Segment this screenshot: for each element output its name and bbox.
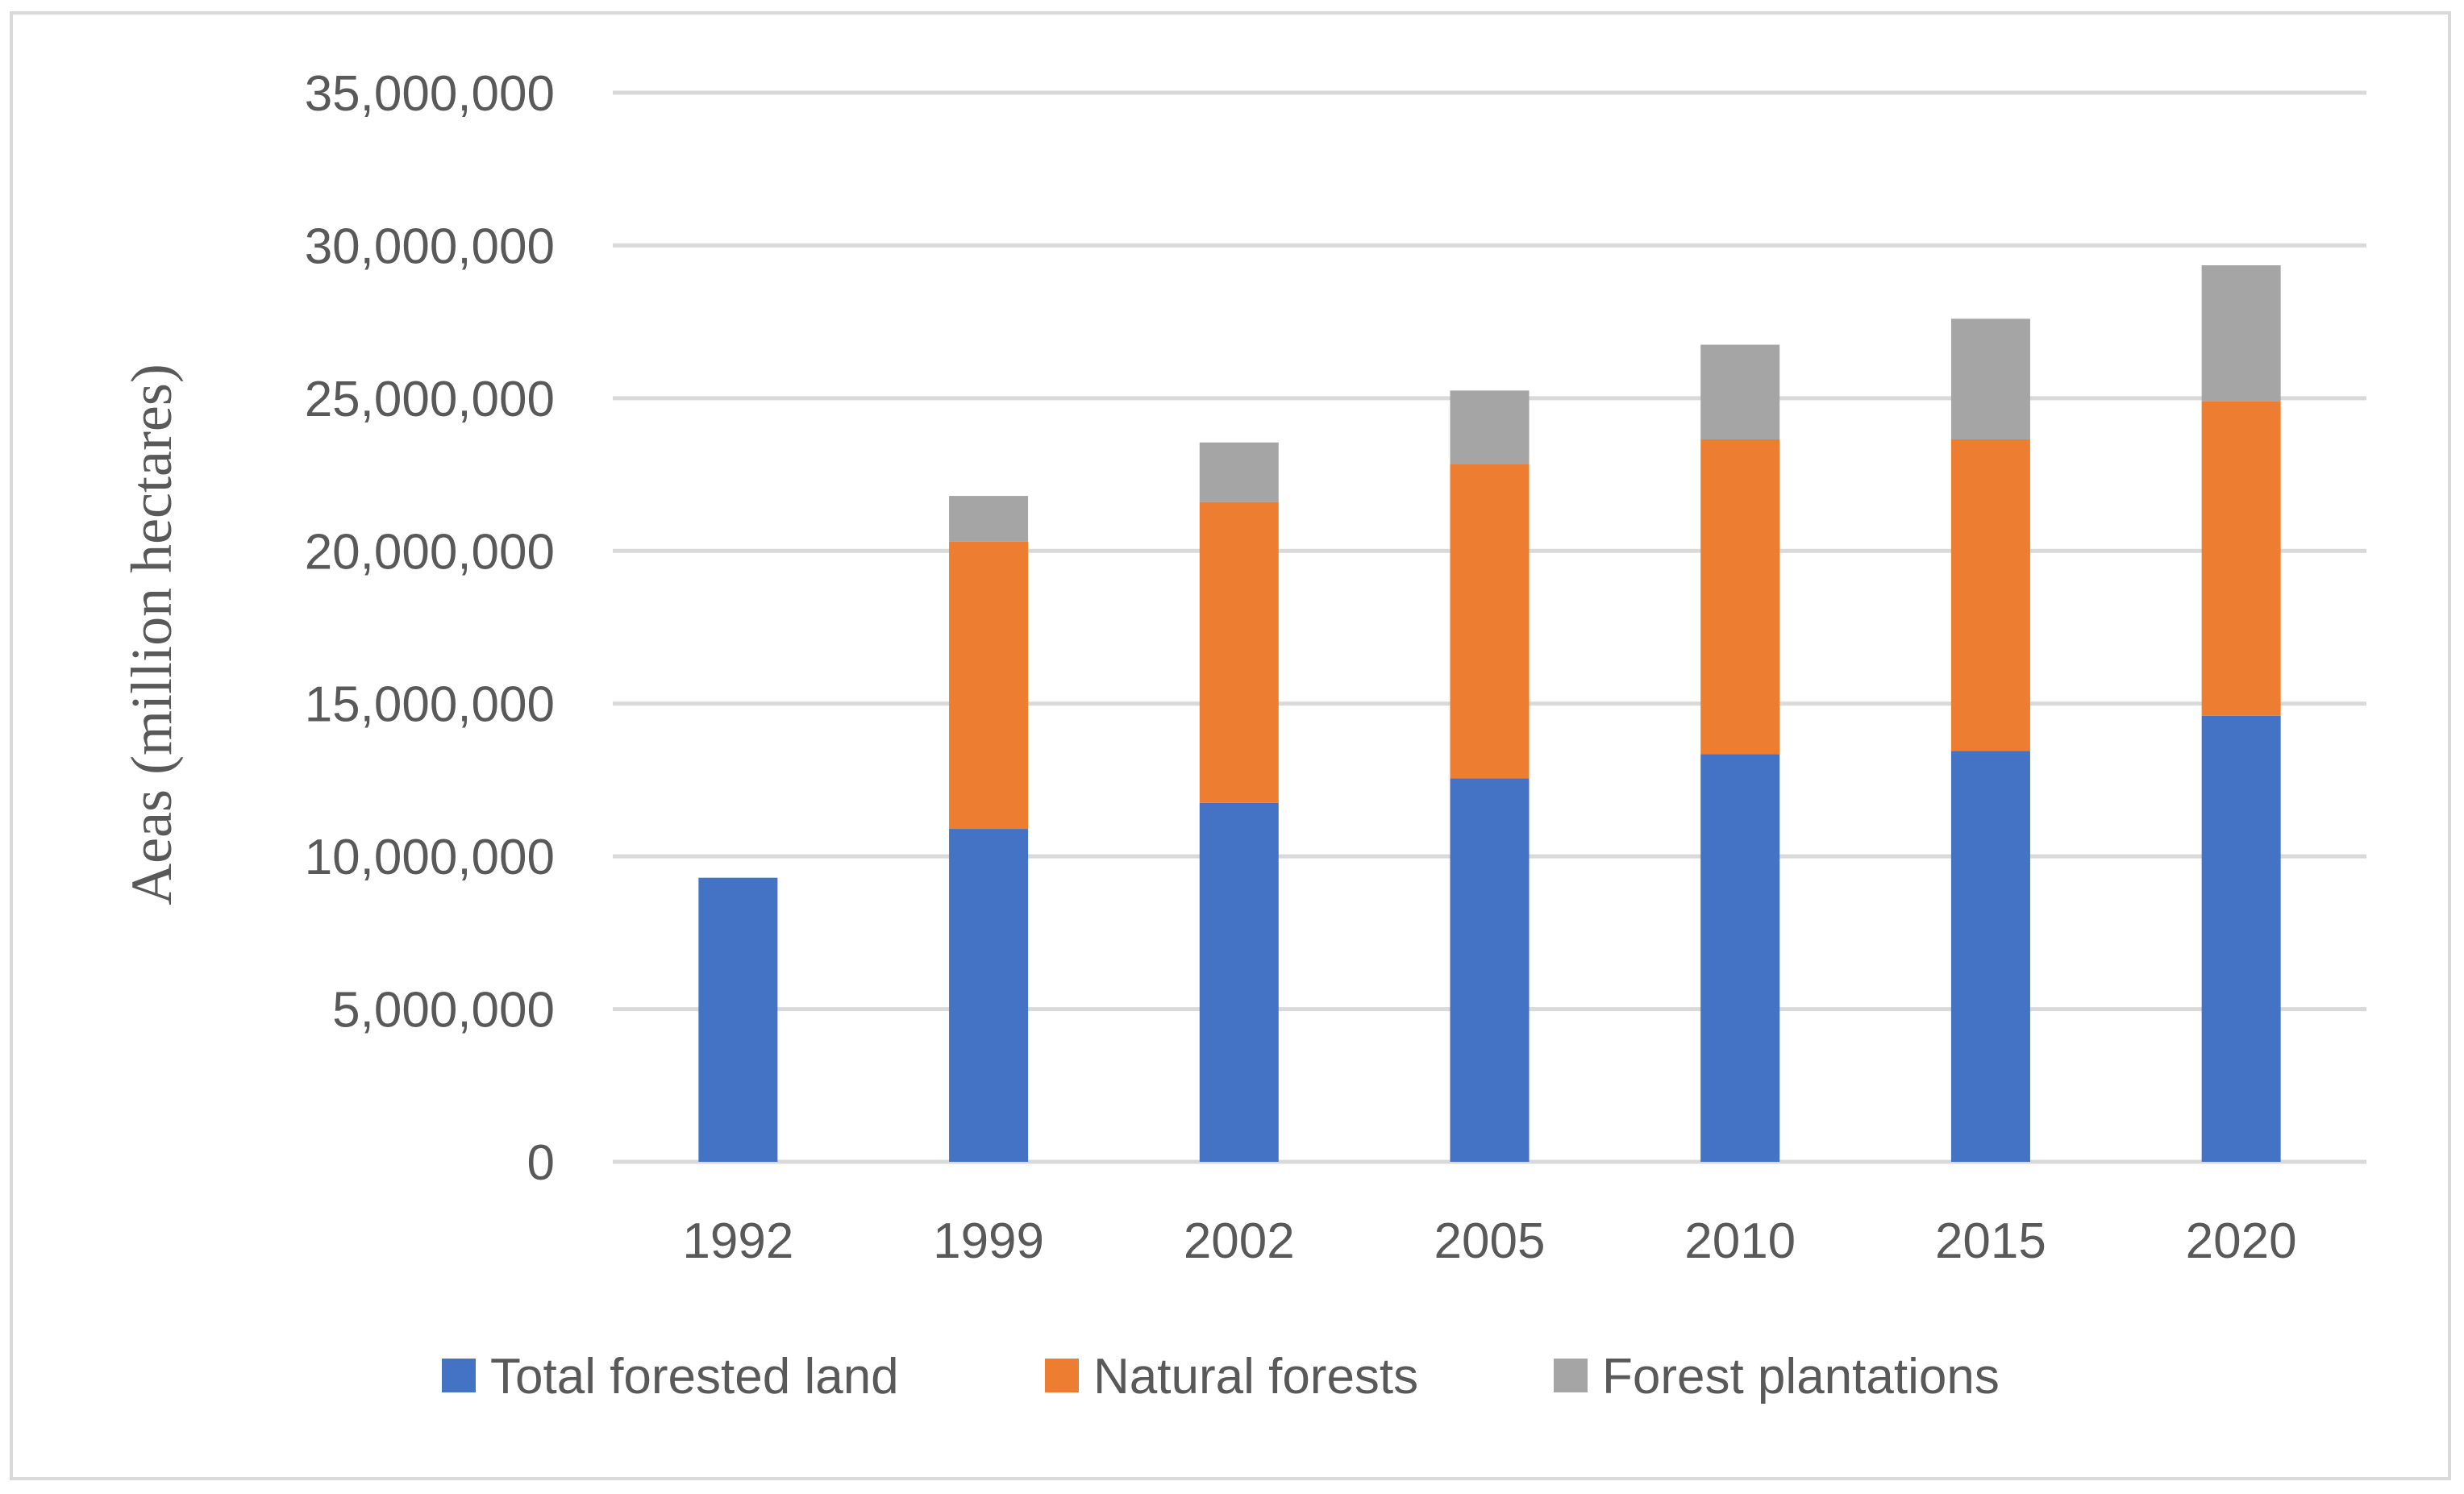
x-tick-label: 2002 (1184, 1213, 1295, 1269)
x-tick-label: 1992 (682, 1213, 793, 1269)
bar-segment (1700, 344, 1780, 440)
bar-segment (949, 541, 1029, 830)
x-tick-label: 2005 (1434, 1213, 1546, 1269)
bar-segment (1450, 464, 1530, 779)
x-tick-label: 1999 (933, 1213, 1044, 1269)
y-tick-label: 0 (527, 1135, 555, 1191)
bar-segment (949, 829, 1029, 1162)
y-tick-label: 5,000,000 (332, 983, 555, 1038)
bar-segment (1950, 318, 2030, 440)
bar-segment (1199, 501, 1279, 803)
bar-segment (1450, 390, 1530, 464)
bars (698, 265, 2281, 1162)
bar-segment (1700, 754, 1780, 1162)
x-axis-ticks: 1992 1999 2002 2005 2010 2015 2020 (682, 1213, 2296, 1269)
bar-segment (1700, 439, 1780, 755)
y-tick-label: 20,000,000 (305, 524, 555, 580)
y-tick-label: 35,000,000 (305, 66, 555, 122)
legend-swatch (1554, 1359, 1588, 1392)
legend-swatch (442, 1359, 476, 1392)
bar-segment (698, 877, 778, 1162)
x-tick-label: 2015 (1935, 1213, 2046, 1269)
y-axis-ticks: 0 5,000,000 10,000,000 15,000,000 20,000,000… (305, 66, 555, 1191)
legend-label: Total forested land (490, 1349, 899, 1405)
bar-segment (2201, 265, 2281, 402)
bar-segment (1450, 778, 1530, 1162)
x-tick-label: 2010 (1684, 1213, 1796, 1269)
y-tick-label: 15,000,000 (305, 677, 555, 733)
y-axis-label: Aeas (million hectares) (119, 364, 184, 905)
bar-segment (1950, 439, 2030, 751)
y-tick-label: 10,000,000 (305, 830, 555, 885)
bar-segment (1199, 802, 1279, 1162)
x-tick-label: 2020 (2186, 1213, 2297, 1269)
legend-label: Forest plantations (1602, 1349, 2000, 1405)
bar-segment (949, 496, 1029, 542)
bar-segment (1950, 751, 2030, 1162)
legend-label: Natural forests (1093, 1349, 1418, 1405)
y-tick-label: 30,000,000 (305, 218, 555, 274)
legend: Total forested land Natural forests Forest… (442, 1349, 2000, 1405)
legend-swatch (1045, 1359, 1079, 1392)
bar-segment (2201, 715, 2281, 1162)
bar-segment (2201, 401, 2281, 716)
bar-segment (1199, 442, 1279, 502)
y-tick-label: 25,000,000 (305, 372, 555, 427)
